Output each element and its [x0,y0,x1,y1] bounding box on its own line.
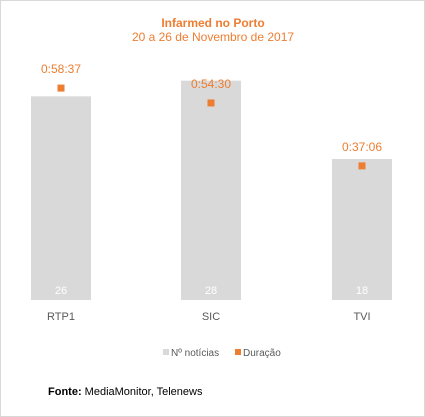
duration-marker-tvi [358,162,366,170]
duration-label-rtp1: 0:58:37 [41,62,81,76]
duration-marker-rtp1 [57,84,65,92]
duration-marker-sic [207,99,215,107]
bar-value-label-tvi: 18 [356,285,368,297]
chart-subtitle: 20 a 26 de Novembro de 2017 [132,30,294,44]
source-note: Fonte: MediaMonitor, Telenews [48,386,202,398]
bar-rtp1 [31,96,91,300]
legend-swatch-noticias [163,349,169,355]
category-label-tvi: TVI [353,311,370,323]
chart-title: Infarmed no Porto [161,16,264,30]
bar-value-label-sic: 28 [205,285,217,297]
legend-swatch-duracao [235,349,241,355]
bar-sic [181,80,241,301]
legend-label-duracao: Duração [243,348,281,359]
category-label-sic: SIC [202,311,220,323]
source-text: MediaMonitor, Telenews [84,386,203,398]
duration-label-sic: 0:54:30 [191,77,231,91]
legend-label-noticias: Nº notícias [171,348,219,359]
duration-label-tvi: 0:37:06 [342,140,382,154]
category-label-rtp1: RTP1 [47,311,75,323]
source-label: Fonte: [48,386,82,398]
bar-tvi [332,159,392,300]
bar-value-label-rtp1: 26 [55,285,67,297]
legend: Nº notícias Duração [163,348,281,359]
